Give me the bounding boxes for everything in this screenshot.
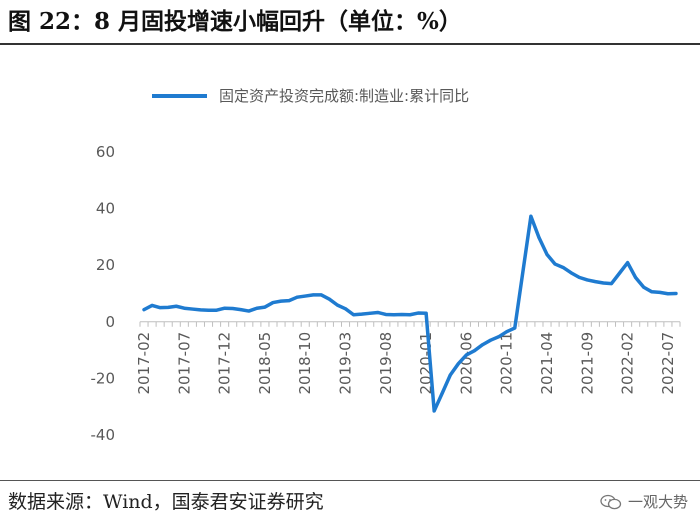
data-point <box>150 303 154 307</box>
data-point <box>303 294 307 298</box>
data-point <box>464 353 468 357</box>
data-point <box>271 301 275 305</box>
data-point <box>585 278 589 282</box>
data-point <box>295 295 299 299</box>
data-point <box>319 293 323 297</box>
data-point <box>239 308 243 312</box>
data-point <box>472 349 476 353</box>
data-point <box>561 265 565 269</box>
data-point <box>448 373 452 377</box>
y-tick-label: 40 <box>96 200 115 218</box>
y-tick-label: -20 <box>91 369 116 387</box>
data-point <box>368 311 372 315</box>
data-point <box>650 290 654 294</box>
x-tick-label: 2017-12 <box>216 332 234 395</box>
data-point <box>327 297 331 301</box>
data-point <box>352 313 356 317</box>
data-point <box>344 307 348 311</box>
data-point <box>392 313 396 317</box>
data-point <box>489 338 493 342</box>
bottom-rule <box>0 480 700 481</box>
data-point <box>198 308 202 312</box>
source-note: 数据来源：Wind，国泰君安证券研究 <box>8 491 324 513</box>
data-point <box>537 235 541 239</box>
data-point <box>634 276 638 280</box>
x-tick-label: 2020-11 <box>498 332 516 395</box>
data-point <box>223 306 227 310</box>
data-point <box>593 280 597 284</box>
x-tick-label: 2022-07 <box>659 332 677 395</box>
data-point <box>400 312 404 316</box>
y-tick-label: 20 <box>96 256 115 274</box>
data-point <box>609 282 613 286</box>
top-rule <box>0 43 700 45</box>
x-tick-label: 2018-10 <box>296 332 314 395</box>
data-point <box>456 362 460 366</box>
data-point <box>263 305 267 309</box>
x-tick-label: 2020-06 <box>457 332 475 395</box>
data-point <box>376 310 380 314</box>
x-tick-label: 2018-05 <box>256 332 274 395</box>
data-point <box>642 285 646 289</box>
data-point <box>481 343 485 347</box>
data-point <box>279 299 283 303</box>
data-point <box>190 307 194 311</box>
data-point <box>424 311 428 315</box>
watermark-text: 一观大势 <box>627 493 688 511</box>
x-tick-label: 2019-08 <box>377 332 395 395</box>
data-point <box>513 326 517 330</box>
x-tick-label: 2019-03 <box>337 332 355 395</box>
data-points <box>142 214 678 413</box>
data-point <box>440 391 444 395</box>
data-point <box>182 306 186 310</box>
data-point <box>666 292 670 296</box>
data-point <box>432 409 436 413</box>
y-tick-label: 60 <box>96 143 115 161</box>
data-point <box>529 214 533 218</box>
data-point <box>158 306 162 310</box>
data-point <box>505 330 509 334</box>
data-point <box>142 308 146 312</box>
watermark: 一观大势 <box>600 490 688 514</box>
y-tick-label: 0 <box>105 313 115 331</box>
y-axis-labels: -40 -20 0 20 40 60 <box>91 143 116 444</box>
wechat-icon <box>600 494 622 510</box>
legend: 固定资产投资完成额:制造业:累计同比 <box>152 87 469 105</box>
data-point <box>553 262 557 266</box>
x-axis-labels: 2017-02 2017-07 2017-12 2018-05 2018-10 2019-… <box>135 332 677 395</box>
legend-label: 固定资产投资完成额:制造业:累计同比 <box>219 87 469 105</box>
data-point <box>335 303 339 307</box>
data-point <box>497 335 501 339</box>
data-point <box>247 309 251 313</box>
data-point <box>287 299 291 303</box>
data-point <box>311 293 315 297</box>
x-axis-ticks <box>139 321 681 327</box>
data-point <box>408 313 412 317</box>
data-point <box>416 311 420 315</box>
data-point <box>658 290 662 294</box>
data-point <box>207 308 211 312</box>
x-tick-label: 2017-07 <box>175 332 193 395</box>
data-point <box>174 304 178 308</box>
x-tick-label: 2017-02 <box>135 332 153 395</box>
x-tick-label: 2021-04 <box>538 332 556 395</box>
data-point <box>674 292 678 295</box>
figure-title: 图 22：8 月固投增速小幅回升（单位：%） <box>8 8 462 35</box>
y-tick-label: -40 <box>91 426 116 444</box>
line-chart: 固定资产投资完成额:制造业:累计同比 -40 -20 0 20 40 60 2017-02… <box>91 87 681 444</box>
data-point <box>626 261 630 265</box>
data-point <box>577 275 581 279</box>
data-point <box>231 307 235 310</box>
data-point <box>384 312 388 316</box>
data-point <box>569 271 573 275</box>
x-tick-label: 2022-02 <box>619 332 637 395</box>
x-tick-label: 2021-09 <box>578 332 596 395</box>
data-point <box>601 281 605 285</box>
data-point <box>215 308 219 312</box>
data-point <box>545 252 549 256</box>
data-point <box>255 306 259 310</box>
data-point <box>166 305 170 309</box>
data-point <box>360 312 364 316</box>
